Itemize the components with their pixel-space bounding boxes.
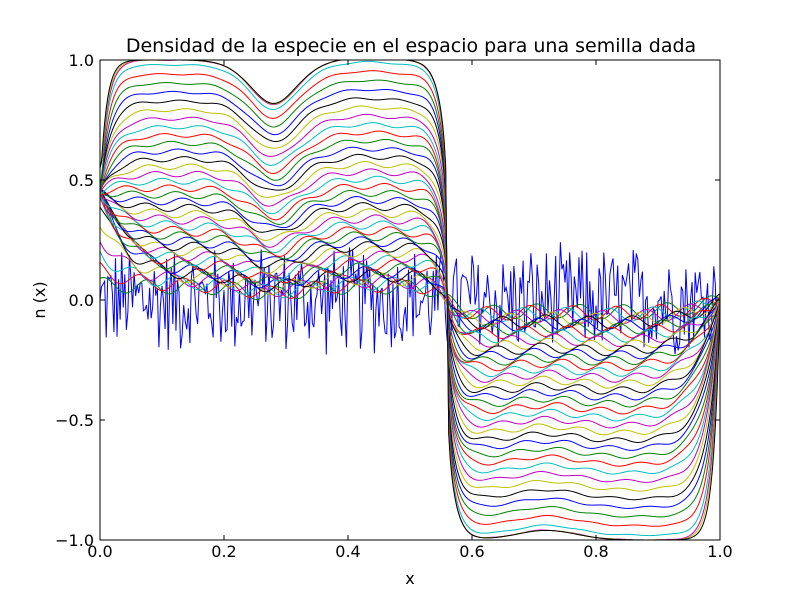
- series-line-19: [100, 190, 720, 389]
- series-line-36: [100, 79, 720, 518]
- y-tick-label: 1.0: [69, 51, 94, 70]
- series-line-37: [100, 70, 720, 527]
- series-line-32: [100, 113, 720, 483]
- x-tick-label: 0.0: [87, 542, 112, 561]
- series-line-10: [100, 194, 720, 344]
- series-line-26: [100, 161, 720, 436]
- x-tick-label: 0.6: [459, 542, 484, 561]
- series-line-24: [100, 175, 720, 422]
- series-line-23: [100, 182, 720, 415]
- series-line-39: [100, 60, 720, 540]
- y-tick-label: 0.5: [69, 171, 94, 190]
- y-axis: −1.0 −0.5 0.0 0.5 1.0: [55, 51, 720, 550]
- series-line-30: [100, 130, 720, 467]
- axes-frame: [99, 59, 721, 541]
- series-line-15: [100, 188, 720, 366]
- series-line-29: [100, 138, 720, 459]
- series-line-14: [100, 187, 720, 361]
- plot-area: [100, 60, 720, 540]
- series-line-11: [100, 197, 720, 348]
- series-line-28: [100, 146, 720, 451]
- series-line-4: [100, 241, 720, 325]
- x-tick-label: 0.4: [335, 542, 360, 561]
- y-tick-label: −1.0: [55, 531, 94, 550]
- series-line-35: [100, 89, 720, 509]
- series-line-33: [100, 105, 720, 492]
- series-line-25: [100, 168, 720, 429]
- series-line-40: [100, 60, 720, 540]
- x-tick-label: 0.2: [211, 542, 236, 561]
- x-tick-label: 1.0: [707, 542, 732, 561]
- series-line-21: [100, 188, 720, 401]
- y-tick-label: 0.0: [69, 291, 94, 310]
- y-tick-label: −0.5: [55, 411, 94, 430]
- chart-title: Densidad de la especie en el espacio par…: [126, 35, 696, 57]
- series-line-38: [100, 60, 720, 537]
- x-axis-label: x: [405, 569, 414, 588]
- series-line-3: [100, 251, 720, 323]
- series-line-34: [100, 97, 720, 501]
- series-line-initial-noise: [100, 242, 720, 355]
- x-axis: 0.0 0.2 0.4 0.6 0.8 1.0: [87, 60, 733, 561]
- series-line-31: [100, 122, 720, 475]
- series-line-16: [100, 193, 720, 372]
- series-line-17: [100, 195, 720, 378]
- series-line-2: [100, 261, 720, 321]
- series-line-18: [100, 194, 720, 383]
- series-line-27: [100, 153, 720, 443]
- series-line-9: [100, 189, 720, 340]
- series-line-22: [100, 189, 720, 408]
- x-tick-label: 0.8: [583, 542, 608, 561]
- y-axis-label: n (x): [30, 281, 49, 318]
- series-line-41: [100, 60, 720, 540]
- series-line-20: [100, 188, 720, 395]
